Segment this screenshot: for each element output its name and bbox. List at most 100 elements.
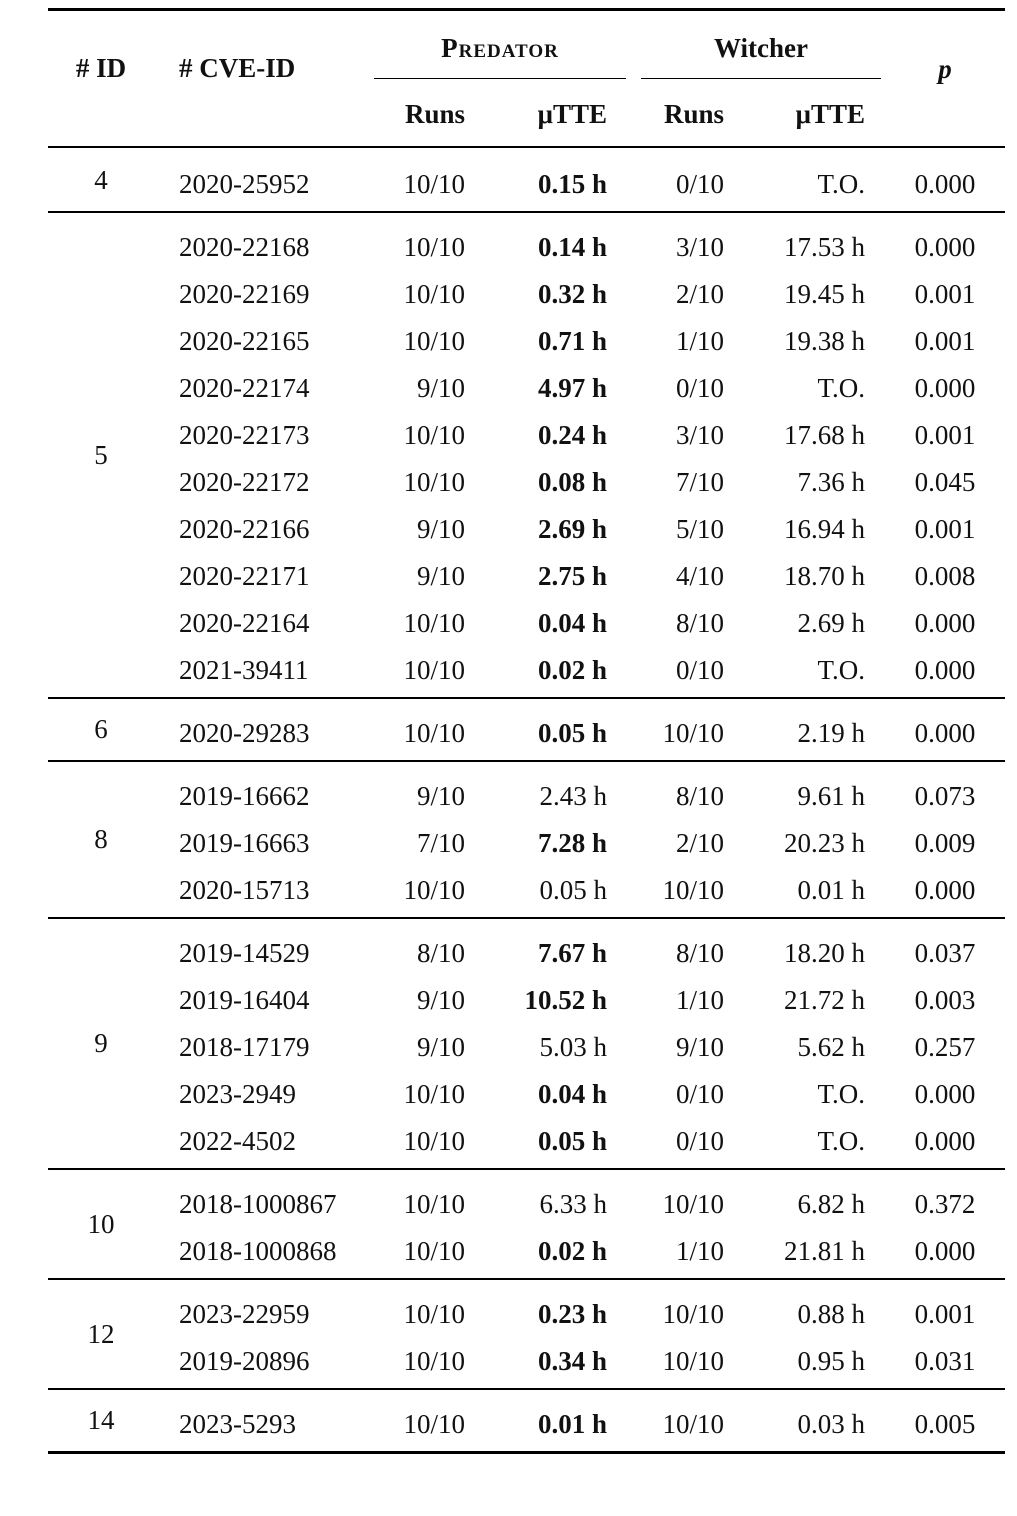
- p-value-cell: 0.372: [914, 1189, 976, 1219]
- witcher-tte-cell: 19.38 h: [784, 326, 865, 356]
- predator-runs-cell: 10/10: [403, 655, 465, 685]
- group-id-cell: 12: [87, 1318, 115, 1349]
- witcher-runs-cell: 3/10: [675, 420, 724, 450]
- p-value-cell: 0.000: [914, 608, 976, 638]
- p-value-cell: 0.000: [914, 875, 976, 905]
- predator-runs-cell: 10/10: [403, 1409, 465, 1439]
- p-value-cell: 0.001: [914, 514, 976, 544]
- p-value-cell: 0.000: [914, 169, 976, 199]
- header-group-predator: Predator: [441, 33, 559, 63]
- witcher-tte-cell: 2.69 h: [797, 608, 866, 638]
- p-value-cell: 0.045: [914, 467, 976, 497]
- witcher-tte-cell: 17.53 h: [784, 232, 865, 262]
- cve-id-cell: 2020-29283: [179, 718, 310, 748]
- predator-tte-cell: 10.52 h: [524, 985, 607, 1015]
- cve-id-cell: 2020-22171: [179, 561, 310, 591]
- predator-tte-cell: 2.69 h: [537, 514, 607, 544]
- predator-tte-cell: 0.15 h: [537, 169, 607, 199]
- top-rule: [48, 8, 1005, 11]
- predator-cmidrule: [374, 78, 626, 79]
- cve-id-cell: 2018-1000867: [179, 1189, 337, 1219]
- witcher-tte-cell: 0.01 h: [797, 875, 866, 905]
- witcher-runs-cell: 8/10: [675, 781, 724, 811]
- group-id-cell: 4: [94, 165, 108, 195]
- witcher-cmidrule: [641, 78, 881, 79]
- predator-tte-cell: 0.14 h: [537, 232, 607, 262]
- predator-tte-cell: 0.01 h: [537, 1409, 607, 1439]
- predator-tte-cell: 0.34 h: [537, 1346, 607, 1376]
- witcher-tte-cell: 0.03 h: [797, 1409, 866, 1439]
- witcher-runs-cell: 10/10: [662, 1346, 724, 1376]
- predator-runs-cell: 10/10: [403, 875, 465, 905]
- p-value-cell: 0.001: [914, 420, 976, 450]
- predator-tte-cell: 2.43 h: [539, 781, 608, 811]
- witcher-tte-cell: 17.68 h: [784, 420, 865, 450]
- witcher-runs-cell: 9/10: [675, 1032, 724, 1062]
- witcher-runs-cell: 0/10: [675, 1126, 724, 1156]
- p-value-cell: 0.257: [914, 1032, 976, 1062]
- witcher-tte-cell: T.O.: [817, 373, 866, 403]
- witcher-runs-cell: 10/10: [662, 1189, 724, 1219]
- witcher-tte-cell: 16.94 h: [784, 514, 865, 544]
- witcher-runs-cell: 1/10: [675, 985, 724, 1015]
- bottom-rule: [48, 1451, 1005, 1454]
- group-id-cell: 5: [94, 439, 108, 470]
- predator-runs-cell: 9/10: [416, 781, 465, 811]
- witcher-tte-cell: 21.72 h: [784, 985, 865, 1015]
- witcher-tte-cell: 6.82 h: [797, 1189, 866, 1219]
- witcher-runs-cell: 10/10: [662, 1409, 724, 1439]
- predator-tte-cell: 5.03 h: [539, 1032, 608, 1062]
- header-witcher-tte: μTTE: [795, 99, 865, 129]
- predator-runs-cell: 10/10: [403, 279, 465, 309]
- group-id-cell: 14: [87, 1405, 115, 1435]
- group-id-cell: 10: [87, 1208, 115, 1239]
- predator-tte-cell: 0.02 h: [537, 1236, 607, 1266]
- witcher-runs-cell: 10/10: [662, 1299, 724, 1329]
- cve-id-cell: 2020-25952: [179, 169, 310, 199]
- predator-tte-cell: 7.67 h: [537, 938, 607, 968]
- group-rule: [48, 1278, 1005, 1280]
- predator-runs-cell: 10/10: [403, 1079, 465, 1109]
- p-value-cell: 0.000: [914, 232, 976, 262]
- p-value-cell: 0.001: [914, 279, 976, 309]
- predator-tte-cell: 0.23 h: [537, 1299, 607, 1329]
- cve-id-cell: 2019-16662: [179, 781, 310, 811]
- cve-id-cell: 2023-2949: [179, 1079, 296, 1109]
- predator-tte-cell: 4.97 h: [537, 373, 607, 403]
- header-rule: [48, 146, 1005, 148]
- p-value-cell: 0.031: [914, 1346, 976, 1376]
- predator-tte-cell: 0.02 h: [537, 655, 607, 685]
- predator-runs-cell: 10/10: [403, 420, 465, 450]
- predator-runs-cell: 10/10: [403, 169, 465, 199]
- p-value-cell: 0.009: [914, 828, 976, 858]
- witcher-tte-cell: T.O.: [817, 1126, 866, 1156]
- cve-id-cell: 2020-22168: [179, 232, 310, 262]
- group-rule: [48, 917, 1005, 919]
- p-value-cell: 0.000: [914, 1236, 976, 1266]
- cve-id-cell: 2023-22959: [179, 1299, 310, 1329]
- predator-runs-cell: 10/10: [403, 718, 465, 748]
- witcher-tte-cell: 20.23 h: [784, 828, 865, 858]
- witcher-tte-cell: 7.36 h: [797, 467, 866, 497]
- witcher-tte-cell: 5.62 h: [797, 1032, 866, 1062]
- cve-id-cell: 2019-16663: [179, 828, 310, 858]
- results-table: # ID # CVE-ID Predator Witcher p Runs μT…: [48, 8, 1005, 1492]
- cve-id-cell: 2020-22173: [179, 420, 310, 450]
- witcher-runs-cell: 8/10: [675, 608, 724, 638]
- predator-runs-cell: 10/10: [403, 1189, 465, 1219]
- p-value-cell: 0.000: [914, 655, 976, 685]
- witcher-runs-cell: 7/10: [675, 467, 724, 497]
- cve-id-cell: 2023-5293: [179, 1409, 296, 1439]
- predator-runs-cell: 10/10: [403, 467, 465, 497]
- witcher-tte-cell: 0.88 h: [797, 1299, 866, 1329]
- header-p-value: p: [938, 54, 952, 84]
- cve-id-cell: 2019-14529: [179, 938, 310, 968]
- predator-runs-cell: 10/10: [403, 232, 465, 262]
- witcher-runs-cell: 4/10: [675, 561, 724, 591]
- p-value-cell: 0.073: [914, 781, 976, 811]
- cve-id-cell: 2020-22165: [179, 326, 310, 356]
- predator-tte-cell: 0.24 h: [537, 420, 607, 450]
- witcher-runs-cell: 0/10: [675, 373, 724, 403]
- predator-runs-cell: 7/10: [416, 828, 465, 858]
- predator-runs-cell: 9/10: [416, 985, 465, 1015]
